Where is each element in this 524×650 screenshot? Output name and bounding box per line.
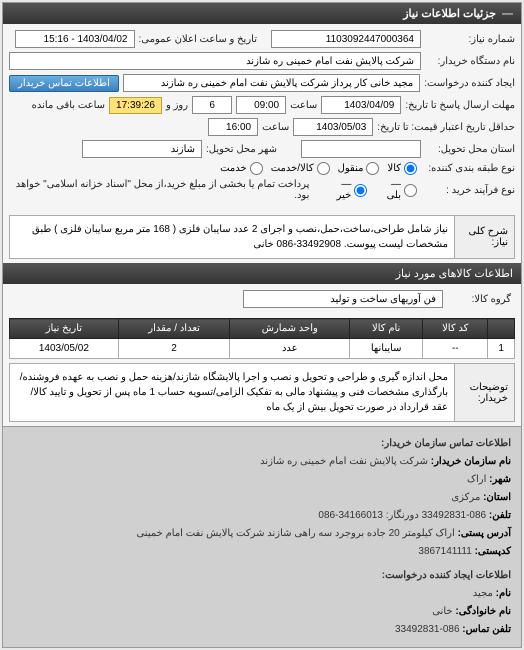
footer-title: اطلاعات تماس سازمان خریدار:: [13, 435, 511, 453]
deadline-time: 09:00: [236, 96, 286, 114]
vendor-type-label: نوع طبقه بندی کننده:: [425, 163, 515, 174]
days-left: 6: [192, 96, 232, 114]
time-label-2: ساعت: [262, 122, 289, 133]
purchase-note: پرداخت تمام یا بخشی از مبلغ خرید،از محل …: [9, 179, 309, 201]
city-value: شازند: [82, 140, 202, 158]
general-desc-text: نیاز شامل طراحی،ساخت،حمل،نصب و اجرای 2 ع…: [10, 216, 454, 258]
validity-time: 16:00: [208, 118, 258, 136]
countdown: 17:39:26: [109, 97, 162, 114]
header-title: جزئیات اطلاعات نیاز: [403, 7, 496, 20]
group-label: گروه کالا:: [451, 294, 511, 305]
deadline-date: 1403/04/09: [321, 96, 401, 114]
th-1: کد کالا: [423, 319, 488, 339]
ptype-label: نوع فرآیند خرید :: [425, 185, 515, 196]
ptype-a-radio[interactable]: — بلی: [375, 179, 417, 201]
province-label: استان محل تحویل:: [425, 144, 515, 155]
days-word: روز و: [166, 100, 188, 111]
th-0: [488, 319, 515, 339]
time-label-1: ساعت: [290, 100, 317, 111]
buyer-label: نام دستگاه خریدار:: [425, 56, 515, 67]
table-row: 1 -- سایبانها عدد 2 1403/05/02: [10, 339, 515, 359]
goods-header: اطلاعات کالاهای مورد نیاز: [3, 263, 521, 284]
vendor-services-radio[interactable]: خدمت: [220, 162, 263, 175]
creator-value: مجید خانی کار پرداز شرکت پالایش نفت امام…: [123, 74, 420, 92]
contact-button[interactable]: اطلاعات تماس خریدار: [9, 75, 119, 92]
announce-label: تاریخ و ساعت اعلان عمومی:: [139, 34, 258, 45]
deadline-label: مهلت ارسال پاسخ تا تاریخ:: [405, 100, 515, 111]
remaining-label: ساعت باقی مانده: [32, 100, 105, 111]
th-4: تعداد / مقدار: [118, 319, 230, 339]
th-2: نام کالا: [350, 319, 423, 339]
province-value: [301, 140, 421, 158]
vendor-service-radio[interactable]: کالا/خدمت: [271, 162, 330, 175]
creator-label: ایجاد کننده درخواست:: [424, 78, 515, 89]
main-header: — جزئیات اطلاعات نیاز: [3, 3, 521, 24]
need-number-label: شماره نیاز:: [425, 34, 515, 45]
validity-date: 1403/05/03: [293, 118, 373, 136]
goods-table: کد کالا نام کالا واحد شمارش تعداد / مقدا…: [9, 318, 515, 359]
general-desc-label: شرح کلی نیاز:: [454, 216, 514, 258]
vendor-goods-radio[interactable]: منقول: [338, 162, 380, 175]
notes-label: توضیحات خریدار:: [454, 364, 514, 421]
validity-label: حداقل تاریخ اعتبار قیمت: تا تاریخ:: [377, 122, 515, 133]
need-number: 1103092447000364: [271, 30, 421, 48]
group-value: فن آوریهای ساخت و تولید: [243, 290, 443, 308]
th-5: تاریخ نیاز: [10, 319, 119, 339]
creator-section-title: اطلاعات ایجاد کننده درخواست:: [13, 567, 511, 585]
footer-block: اطلاعات تماس سازمان خریدار: نام سازمان خ…: [3, 426, 521, 647]
ptype-b-radio[interactable]: — خیر: [325, 179, 367, 201]
vendor-all-radio[interactable]: کالا: [387, 162, 417, 175]
city-label: شهر محل تحویل:: [206, 144, 277, 155]
announce-value: 1403/04/02 - 15:16: [15, 30, 135, 48]
header-dash: —: [502, 8, 513, 20]
th-3: واحد شمارش: [230, 319, 350, 339]
buyer-value: شرکت پالایش نفت امام خمینی ره شازند: [9, 52, 421, 70]
notes-text: محل اندازه گیری و طراحی و تحویل و نصب و …: [10, 364, 454, 421]
